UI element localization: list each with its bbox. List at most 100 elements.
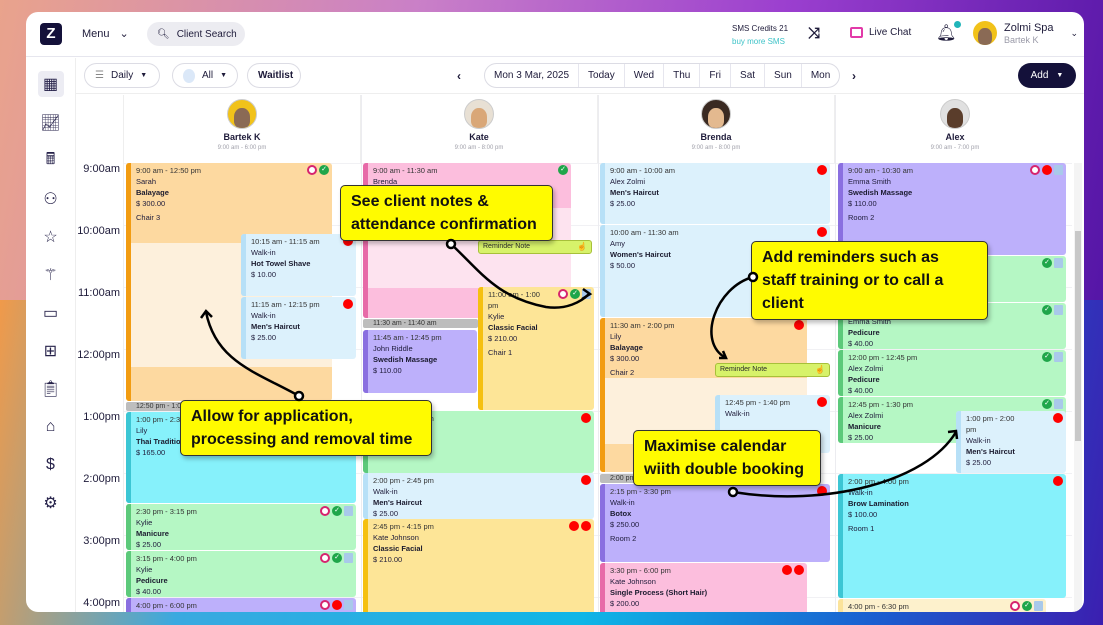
time-label: 2:00pm <box>83 473 120 485</box>
staff-icon <box>183 68 195 83</box>
next-day-button[interactable]: › <box>852 69 856 83</box>
view-dropdown[interactable]: ☰ Daily ▼ <box>84 63 160 88</box>
clients-icon[interactable]: ⚇ <box>43 191 58 208</box>
appointment-card[interactable]: 1:00 pm - 2:00 pm Walk-in Men's Haircut … <box>956 411 1066 473</box>
sidebar: ▦ 📈︎ 🖩 ⚇ ☆ ⚚ ▭ ⊞ 📋︎ ⌂ $ ⚙ <box>26 58 76 612</box>
shuffle-icon[interactable]: ⤨ <box>808 25 821 42</box>
register-icon[interactable]: 🖩 <box>45 150 56 168</box>
chevron-down-icon: ⌄ <box>119 28 129 40</box>
appointment-card[interactable]: 11:00 am - 1:00 pm Kylie Classic Facial … <box>478 287 594 410</box>
appointment-card[interactable]: 2:00 pm - 4:00 pm Walk-in Brow Laminatio… <box>838 474 1066 598</box>
user-name: Bartek K <box>1004 34 1039 45</box>
day-sat[interactable]: Sat <box>731 64 766 87</box>
reminder-note[interactable]: Reminder Note ☝ <box>478 240 592 254</box>
price: $ 25.00 <box>373 509 399 518</box>
current-date[interactable]: Mon 3 Mar, 2025 <box>485 64 580 87</box>
price: $ 250.00 <box>610 520 640 529</box>
calendar-icon[interactable]: ▦ <box>37 71 64 97</box>
logo[interactable]: Z <box>40 23 62 45</box>
status-dot-icon <box>817 165 827 175</box>
price: $ 100.00 <box>848 510 878 519</box>
live-chat-button[interactable]: Live Chat <box>850 27 911 38</box>
service-name: Balayage <box>610 343 643 352</box>
status-dot-icon <box>343 236 353 246</box>
price: $ 25.00 <box>610 199 636 208</box>
menu-button[interactable]: Menu ⌄ <box>82 27 129 41</box>
appointment-card[interactable]: 11:15 am - 12:15 pm Walk-in Men's Haircu… <box>241 297 356 359</box>
appointment-card[interactable]: 2:15 pm - 3:30 pm Walk-in Botox $ 250.00… <box>600 484 830 562</box>
status-dot-icon <box>817 486 827 496</box>
waitlist-button[interactable]: Waitlist <box>247 63 301 88</box>
waitlist-label: Waitlist <box>258 70 294 81</box>
status-dot-icon <box>332 600 342 610</box>
appointment-card[interactable]: 9:00 am - 10:30 am Emma Smith Swedish Ma… <box>838 163 1066 255</box>
caret-down-icon: ▼ <box>1056 72 1064 79</box>
promotions-icon[interactable]: ☆ <box>43 229 58 246</box>
note-icon <box>1054 305 1063 315</box>
client-name: John Riddle <box>373 344 413 353</box>
staff-filter-dropdown[interactable]: All ▼ <box>172 63 238 88</box>
client-search-button[interactable]: 🔍︎ Client Search <box>147 22 245 46</box>
appointment-card[interactable]: 12:00 pm - 12:45 pm Alex Zolmi Pedicure … <box>838 350 1066 396</box>
day-mon[interactable]: Mon <box>810 70 831 81</box>
finance-icon[interactable]: $ <box>46 456 55 473</box>
status-dot-icon <box>581 475 591 485</box>
appointment-card[interactable]: 11:45 am - 12:45 pm John Riddle Swedish … <box>363 330 477 393</box>
note-icon <box>1054 165 1063 175</box>
appointment-card[interactable]: 3:30 pm - 6:00 pm Kate Johnson Single Pr… <box>600 563 807 612</box>
time-column: 9:00am 10:00am 11:00am 12:00pm 1:00pm 2:… <box>76 163 124 612</box>
client-name: Sarah <box>136 177 157 186</box>
appointment-card[interactable]: 3:15 pm - 4:00 pm Kylie Pedicure $ 40.00… <box>126 551 356 597</box>
note-icon <box>1034 601 1043 611</box>
day-today[interactable]: Today <box>579 64 625 87</box>
chevron-down-icon: ⌄ <box>1070 27 1079 38</box>
appointment-card[interactable]: 2:30 pm - 3:15 pm Kylie Manicure $ 25.00… <box>126 504 356 550</box>
status-dot-icon <box>794 565 804 575</box>
vertical-scrollbar[interactable] <box>1074 163 1082 612</box>
service-name: Thai Traditional <box>136 437 192 446</box>
drag-hand-icon: ☝ <box>577 242 587 251</box>
client-name: Lily <box>610 332 622 341</box>
appointment-card[interactable]: 2:00 pm - 2:45 pm Walk-in Men's Haircut … <box>363 473 594 519</box>
date-navigation: Mon 3 Mar, 2025 Today Wed Thu Fri Sat Su… <box>484 63 841 88</box>
service-name: Classic Facial <box>373 544 423 553</box>
appointment-card[interactable]: 10:15 am - 11:15 am Walk-in Hot Towel Sh… <box>241 234 356 296</box>
reminder-note[interactable]: Reminder Note ☝ <box>715 363 830 377</box>
store-icon[interactable]: ⌂ <box>45 418 56 435</box>
payments-icon[interactable]: ▭ <box>42 305 59 322</box>
avatar <box>701 99 731 129</box>
appointment-card[interactable]: 4:00 pm - 6:00 pm <box>126 598 356 612</box>
note-icon <box>1054 352 1063 362</box>
appointment-card[interactable]: 4:00 pm - 6:30 pm ✓ <box>838 599 1046 612</box>
day-thu[interactable]: Thu <box>664 64 701 87</box>
appointment-time: 2:00 pm - 4:00 pm <box>848 477 909 486</box>
live-chat-label: Live Chat <box>869 27 912 38</box>
day-fri[interactable]: Fri <box>700 64 732 87</box>
reports-icon[interactable]: 📈︎ <box>40 115 61 132</box>
service-name: Brow Lamination <box>848 499 909 508</box>
appointment-time: 12:45 pm - 1:30 pm <box>848 400 914 409</box>
bell-icon[interactable]: 🔔︎ <box>936 21 962 43</box>
prev-day-button[interactable]: ‹ <box>457 69 461 83</box>
appointment-card[interactable]: 9:00 am - 10:00 am Alex Zolmi Men's Hair… <box>600 163 830 224</box>
user-menu[interactable]: Zolmi Spa Bartek K ⌄ <box>973 21 1078 45</box>
add-ons-icon[interactable]: ⊞ <box>43 343 58 360</box>
staff-header-brenda[interactable]: Brenda 9:00 am - 8:00 pm <box>598 95 835 163</box>
callout-client-notes: See client notes & attendance confirmati… <box>340 185 553 241</box>
scrollbar-thumb[interactable] <box>1075 231 1081 441</box>
day-wed[interactable]: Wed <box>625 64 665 87</box>
client-search-label: Client Search <box>176 28 237 40</box>
staff-header-kate[interactable]: Kate 9:00 am - 8:00 pm <box>361 95 598 163</box>
buy-sms-link[interactable]: buy more SMS <box>732 37 785 46</box>
staff-header-alex[interactable]: Alex 9:00 am - 7:00 pm <box>835 95 1075 163</box>
appointment-time: 9:00 am - 10:30 am <box>848 166 914 175</box>
services-icon[interactable]: ⚚ <box>43 267 58 284</box>
settings-icon[interactable]: ⚙ <box>43 495 58 512</box>
appointment-time: 1:00 pm - 2:30 pm <box>136 415 197 424</box>
clipboard-icon[interactable]: 📋︎ <box>40 381 61 398</box>
day-sun[interactable]: Sun <box>765 64 802 87</box>
appointment-card[interactable]: 2:45 pm - 4:15 pm Kate Johnson Classic F… <box>363 519 594 612</box>
processing-time-bar[interactable]: 11:30 am - 11:40 am <box>363 319 478 328</box>
add-button[interactable]: Add ▼ <box>1018 63 1076 88</box>
staff-header-bartek[interactable]: Bartek K 9:00 am - 6:00 pm <box>124 95 361 163</box>
